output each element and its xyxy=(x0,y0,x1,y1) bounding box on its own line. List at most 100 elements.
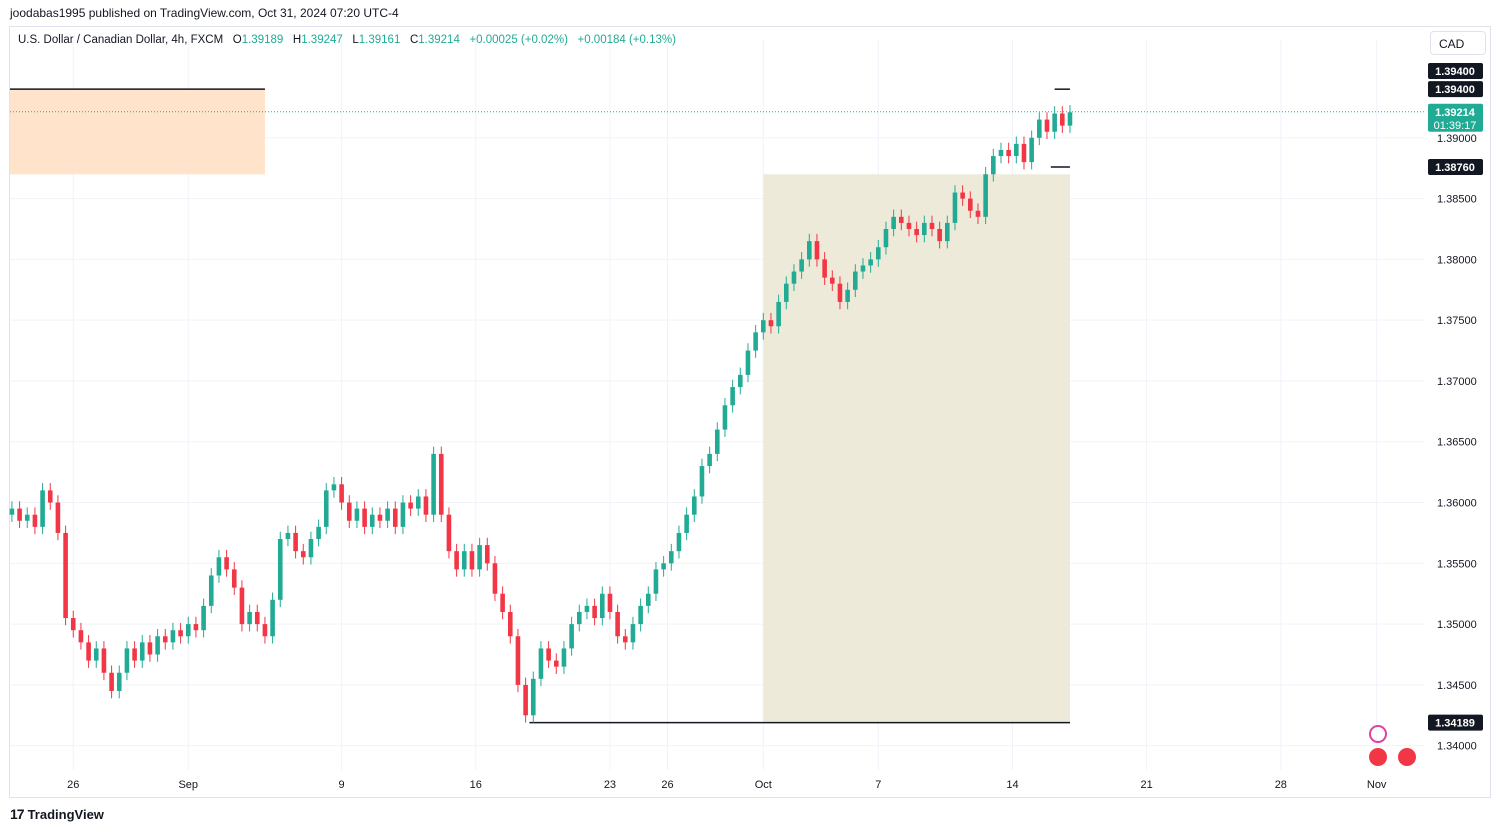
candle-body xyxy=(86,642,91,661)
y-tick-label: 1.36000 xyxy=(1437,498,1477,510)
candle-body xyxy=(339,484,344,503)
candle-body xyxy=(477,545,482,570)
candle-body xyxy=(316,526,321,540)
ohlc-o-label: O xyxy=(232,34,242,46)
candle-body xyxy=(684,514,689,533)
x-tick-label: 21 xyxy=(1141,779,1153,791)
candle-body xyxy=(622,636,628,643)
candle-body xyxy=(1021,143,1027,163)
x-tick-label: Sep xyxy=(178,779,198,791)
candle-body xyxy=(806,241,812,260)
candle-body xyxy=(515,636,521,685)
price-tag-top-a-bg xyxy=(1428,62,1483,79)
candle-body xyxy=(285,532,291,540)
candle-body xyxy=(132,648,137,661)
candle-body xyxy=(699,466,705,497)
candle-body xyxy=(883,228,889,248)
chart-frame xyxy=(9,26,1491,798)
price-tag-current-bg xyxy=(1428,103,1483,132)
candle-body xyxy=(1014,143,1019,157)
candle-body xyxy=(553,660,559,667)
candle-body xyxy=(960,192,965,199)
candle-body xyxy=(569,624,574,649)
candle-body xyxy=(691,496,697,515)
candle-body xyxy=(331,484,337,491)
candle-body xyxy=(32,514,38,527)
y-tick-label: 1.34000 xyxy=(1437,741,1477,753)
candle-body xyxy=(385,508,390,521)
candle-body xyxy=(262,624,268,637)
candle-body xyxy=(93,648,99,661)
candle-body xyxy=(300,551,306,558)
candle-body xyxy=(484,545,490,564)
ohlc-low: 1.39161 xyxy=(358,34,401,46)
candle-body xyxy=(538,648,544,679)
candle-body xyxy=(799,259,804,272)
candle-body xyxy=(546,648,551,661)
price-tag-current: 1.39214 xyxy=(1435,107,1476,119)
candle-body xyxy=(346,502,352,521)
candle-body xyxy=(492,563,498,594)
us-flag-icon xyxy=(1398,748,1416,766)
candle-body xyxy=(530,678,536,716)
ohlc-h-label: H xyxy=(292,34,302,46)
y-tick-label: 1.38000 xyxy=(1437,254,1477,266)
candle-body xyxy=(668,551,674,564)
footer-brand[interactable]: 17 TradingView xyxy=(10,806,104,822)
price-tag-top-b-bg xyxy=(1428,81,1483,98)
candle-body xyxy=(983,174,988,217)
candle-body xyxy=(423,496,429,515)
currency-button[interactable]: CAD xyxy=(1430,31,1486,55)
price-tag-mid: 1.38760 xyxy=(1435,162,1475,174)
candle-body xyxy=(201,605,206,631)
candle-body xyxy=(860,265,866,272)
candle-body xyxy=(899,216,904,223)
price-tag-current-countdown: 01:39:17 xyxy=(1434,120,1477,132)
candle-body xyxy=(814,241,820,260)
candle-body xyxy=(945,222,950,242)
candle-body xyxy=(247,611,252,625)
candle-body xyxy=(170,630,176,643)
candle-body xyxy=(78,630,84,643)
candle-body xyxy=(891,216,896,229)
candle-body xyxy=(24,514,30,521)
candle-body xyxy=(454,551,459,570)
candle-body xyxy=(952,192,958,223)
candle-body xyxy=(638,605,643,625)
candle-body xyxy=(791,271,797,284)
brand-text: TradingView xyxy=(27,806,104,822)
ohlc-high: 1.39247 xyxy=(301,34,343,46)
ohlc-c-label: C xyxy=(409,34,419,46)
candle-body xyxy=(837,283,843,302)
price-tag-low: 1.34189 xyxy=(1435,718,1475,730)
candle-body xyxy=(101,648,107,673)
candle-body xyxy=(868,259,873,266)
candle-body xyxy=(392,508,398,527)
candle-body xyxy=(208,575,214,606)
candle-body xyxy=(760,320,766,333)
candle-body xyxy=(561,648,567,667)
candle-body xyxy=(431,453,436,515)
candle-body xyxy=(308,539,314,558)
candle-body xyxy=(446,514,452,552)
candle-body xyxy=(914,228,919,236)
candle-body xyxy=(70,618,76,631)
candle-body xyxy=(9,508,15,515)
candle-body xyxy=(906,222,912,229)
candle-body xyxy=(1067,112,1073,126)
candle-body xyxy=(730,387,735,406)
lightning-icon xyxy=(1369,725,1387,743)
y-tick-label: 1.34500 xyxy=(1437,680,1477,692)
candle-body xyxy=(362,508,367,527)
x-tick-label: 26 xyxy=(67,779,79,791)
candle-body xyxy=(523,684,528,716)
candle-body xyxy=(968,198,973,211)
candle-body xyxy=(615,611,620,637)
candle-body xyxy=(377,514,383,521)
candle-body xyxy=(607,593,613,612)
candle-body xyxy=(876,247,881,260)
candle-body xyxy=(47,490,53,503)
candle-body xyxy=(55,502,61,533)
candle-body xyxy=(1029,137,1034,163)
